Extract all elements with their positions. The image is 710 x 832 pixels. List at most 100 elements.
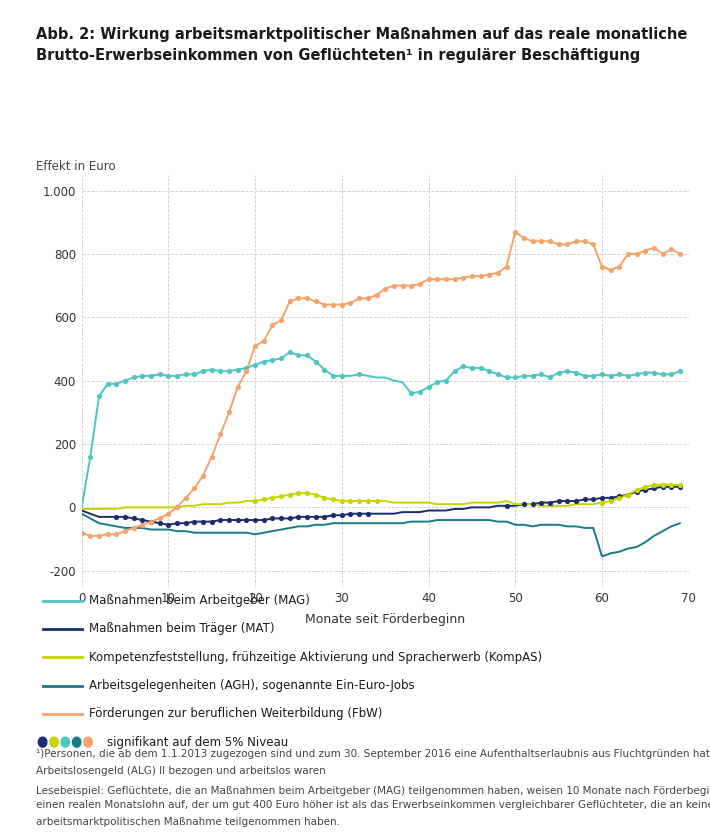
Point [605,263,616,276]
Point [102,377,114,390]
Point [171,517,182,530]
Point [579,369,590,383]
Point [302,292,313,305]
Point [258,513,270,527]
Point [466,361,478,374]
Point [119,374,131,388]
Point [605,369,616,383]
Text: Brutto-Erwerbseinkommen von Geflüchteten¹ in regulärer Beschäftigung: Brutto-Erwerbseinkommen von Geflüchteten… [36,48,640,63]
Point [622,247,633,260]
Point [657,247,668,260]
Point [648,366,660,379]
Point [310,355,322,369]
Point [579,493,590,506]
Text: Kompetenzfeststellung, frühzeitige Aktivierung und Spracherwerb (KompAS): Kompetenzfeststellung, frühzeitige Aktiv… [89,651,542,664]
Point [622,488,633,502]
Point [553,494,564,508]
Point [527,235,538,248]
Point [267,319,278,332]
Point [249,358,261,371]
Point [293,292,304,305]
Point [249,494,261,508]
Point [302,349,313,362]
Text: Förderungen zur beruflichen Weiterbildung (FbW): Förderungen zur beruflichen Weiterbildun… [89,707,382,721]
Point [562,364,573,378]
Point [613,368,625,381]
Point [214,428,226,441]
Point [354,507,365,520]
Point [189,515,200,528]
Point [414,385,425,399]
Point [241,513,252,527]
Point [613,260,625,273]
Point [648,482,660,495]
Point [518,231,530,245]
Point [128,522,139,535]
Point [293,487,304,500]
Point [136,518,148,532]
Point [648,478,660,492]
Point [657,368,668,381]
Point [310,510,322,523]
Point [596,491,608,504]
Point [640,366,651,379]
Point [535,496,547,509]
Point [111,510,122,523]
Point [631,368,643,381]
Point [553,238,564,251]
Point [657,478,668,491]
Point [284,488,295,502]
Point [336,508,347,522]
Point [605,494,616,508]
Point [319,491,330,504]
Point [354,292,365,305]
Point [432,273,443,286]
Point [527,369,538,383]
Point [232,363,244,376]
Point [345,507,356,520]
Point [327,493,339,506]
Point [596,496,608,509]
Point [631,247,643,260]
Point [405,279,417,292]
Point [163,369,174,383]
Point [302,487,313,500]
Point [657,480,668,493]
Text: Maßnahmen beim Träger (MAT): Maßnahmen beim Träger (MAT) [89,622,274,636]
Point [180,491,192,504]
Point [267,512,278,525]
Point [327,298,339,311]
Point [640,483,651,497]
Point [128,512,139,525]
Point [674,247,686,260]
Point [648,241,660,255]
Point [136,369,148,383]
Point [275,314,287,327]
Text: einen realen Monatslohn auf, der um gut 400 Euro höher ist als das Erwerbseinkom: einen realen Monatslohn auf, der um gut … [36,800,710,810]
Point [84,450,96,463]
Point [336,494,347,508]
Point [570,235,581,248]
Point [180,517,192,530]
Point [119,510,131,523]
Point [180,368,192,381]
Point [666,480,677,493]
Point [423,380,435,394]
Point [484,268,495,281]
Point [570,494,581,508]
Point [371,494,382,508]
Point [111,377,122,390]
Point [362,507,373,520]
Point [440,374,452,388]
Point [84,529,96,542]
Point [553,366,564,379]
Point [371,289,382,302]
Point [666,368,677,381]
Point [171,501,182,514]
Point [249,513,261,527]
Point [666,478,677,491]
Point [475,270,486,283]
Point [319,510,330,523]
Point [111,527,122,541]
Point [379,282,391,295]
